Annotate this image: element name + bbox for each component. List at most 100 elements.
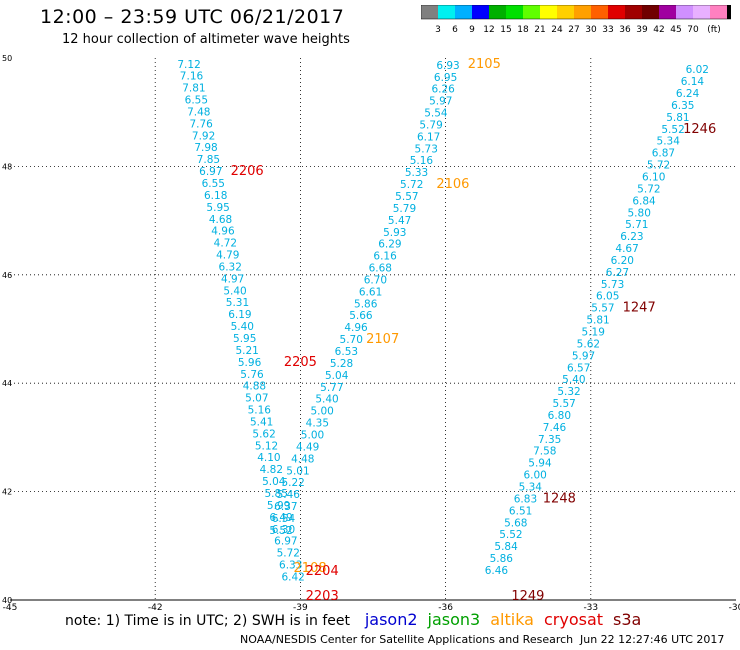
track-track-a: 7.127.167.816.557.487.767.927.987.856.97…	[177, 59, 304, 584]
satellite-legend: jason2 jason3 altika cryosat s3a	[355, 610, 642, 629]
pass-label-cryosat: 2206	[231, 164, 264, 179]
wave-height-value: 6.05	[596, 291, 619, 303]
wave-height-value: 6.87	[652, 148, 675, 160]
x-tick-label: -36	[438, 603, 453, 613]
pass-label-altika: 2107	[366, 332, 399, 347]
wave-height-value: 5.86	[490, 553, 514, 565]
colorbar-swatch	[489, 5, 506, 19]
wave-height-value: 6.30	[272, 524, 295, 536]
wave-height-value: 6.93	[436, 60, 459, 72]
wave-height-value: 5.62	[577, 338, 600, 350]
pass-label-cryosat: 2205	[284, 355, 317, 370]
wave-height-value: 7.98	[194, 142, 217, 154]
wave-height-value: 5.84	[494, 541, 518, 553]
chart-title: 12:00 – 23:59 UTC 06/21/2017	[40, 6, 345, 28]
wave-height-value: 4.97	[221, 273, 244, 285]
colorbar-swatch	[642, 5, 659, 19]
wave-height-value: 5.04	[325, 370, 349, 382]
x-tick-label: -39	[293, 603, 308, 613]
wave-height-value: 5.66	[349, 310, 373, 322]
wave-height-value: 5.97	[572, 350, 595, 362]
wave-height-value: 4.96	[344, 322, 368, 334]
wave-height-value: 6.68	[369, 263, 392, 275]
wave-height-value: 6.54	[272, 513, 296, 525]
wave-height-value: 5.34	[657, 136, 681, 148]
wave-height-value: 5.70	[340, 334, 363, 346]
y-tick-label: 42	[2, 488, 12, 497]
pass-label-cryosat: 2203	[306, 589, 339, 604]
wave-height-value: 6.55	[202, 178, 225, 190]
y-tick-label: 44	[2, 379, 12, 388]
wave-height-value: 5.73	[415, 143, 438, 155]
colorbar-swatch	[659, 5, 676, 19]
wave-height-value: 5.95	[206, 202, 229, 214]
wave-height-value: 6.32	[219, 261, 242, 273]
colorbar-swatch	[710, 5, 727, 19]
colorbar-swatch	[625, 5, 642, 19]
pass-label-altika: 2108	[294, 561, 327, 576]
wave-height-value: 5.32	[557, 386, 580, 398]
wave-height-value: 7.35	[538, 434, 561, 446]
wave-height-value: 6.24	[676, 88, 700, 100]
wave-height-value: 6.00	[523, 470, 546, 482]
wave-height-value: 6.14	[681, 76, 705, 88]
colorbar-swatch	[591, 5, 608, 19]
wave-height-value: 5.16	[248, 405, 272, 417]
colorbar-tick-label: 24	[551, 25, 563, 35]
colorbar-tick-label: 9	[469, 25, 475, 35]
wave-height-value: 4.67	[615, 243, 638, 255]
wave-height-value: 5.47	[388, 215, 411, 227]
wave-height-value: 6.84	[632, 195, 656, 207]
wave-height-value: 5.71	[625, 219, 648, 231]
wave-height-value: 6.49	[269, 512, 292, 524]
colorbar-tick-label: 45	[670, 25, 681, 35]
colorbar-swatch	[574, 5, 591, 19]
colorbar-tick-label: 12	[483, 25, 494, 35]
wave-height-value: 5.76	[240, 369, 264, 381]
wave-height-value: 5.73	[601, 279, 624, 291]
y-tick-label: 50	[2, 54, 12, 63]
wave-height-value: 7.81	[182, 83, 205, 95]
units-note: note: 1) Time is in UTC; 2) SWH is in fe…	[65, 613, 351, 629]
x-tick-label: -30	[729, 603, 740, 613]
wave-height-value: 5.77	[320, 382, 343, 394]
wave-height-value: 6.51	[509, 505, 532, 517]
wave-height-value: 5.41	[250, 416, 273, 428]
wave-height-value: 5.72	[277, 548, 300, 560]
wave-height-value: 5.99	[267, 500, 290, 512]
wave-height-value: 4.82	[260, 464, 283, 476]
wave-height-value: 6.97	[199, 166, 222, 178]
wave-height-value: 4.96	[211, 226, 235, 238]
legend-altika: altika	[490, 610, 534, 629]
wave-height-value: 5.72	[400, 179, 423, 191]
wave-height-value: 5.33	[405, 167, 428, 179]
wave-height-value: 5.72	[647, 160, 670, 172]
wave-height-value: 5.04	[262, 476, 286, 488]
x-tick-label: -33	[583, 603, 598, 613]
wave-height-value: 5.52	[269, 525, 292, 537]
wave-height-value: 7.12	[177, 59, 200, 71]
colorbar-swatch	[421, 5, 438, 19]
wave-height-value: 4.79	[216, 250, 239, 262]
pass-label-cryosat: 2204	[306, 564, 339, 579]
wave-height-value: 5.57	[395, 191, 418, 203]
wave-height-value: 4.48	[291, 453, 314, 465]
wave-height-value: 5.07	[245, 393, 268, 405]
colorbar-swatch	[506, 5, 523, 19]
wave-height-value: 5.19	[582, 327, 605, 339]
legend-jason3: jason3	[427, 610, 481, 629]
wave-height-value: 5.54	[424, 108, 448, 120]
wave-height-value: 6.57	[567, 362, 590, 374]
wave-height-value: 6.16	[373, 251, 397, 263]
wave-height-value: 5.62	[252, 428, 275, 440]
colorbar-tick-label: 70	[687, 25, 699, 35]
legend-cryosat: cryosat	[543, 610, 604, 629]
wave-height-value: 6.97	[274, 536, 297, 548]
wave-height-value: 4.10	[257, 452, 280, 464]
colorbar-swatch	[557, 5, 574, 19]
wave-height-value: 6.29	[378, 239, 401, 251]
legend-s3a: s3a	[613, 610, 642, 629]
wave-height-value: 6.02	[686, 64, 709, 76]
wave-height-value: 5.01	[286, 465, 309, 477]
